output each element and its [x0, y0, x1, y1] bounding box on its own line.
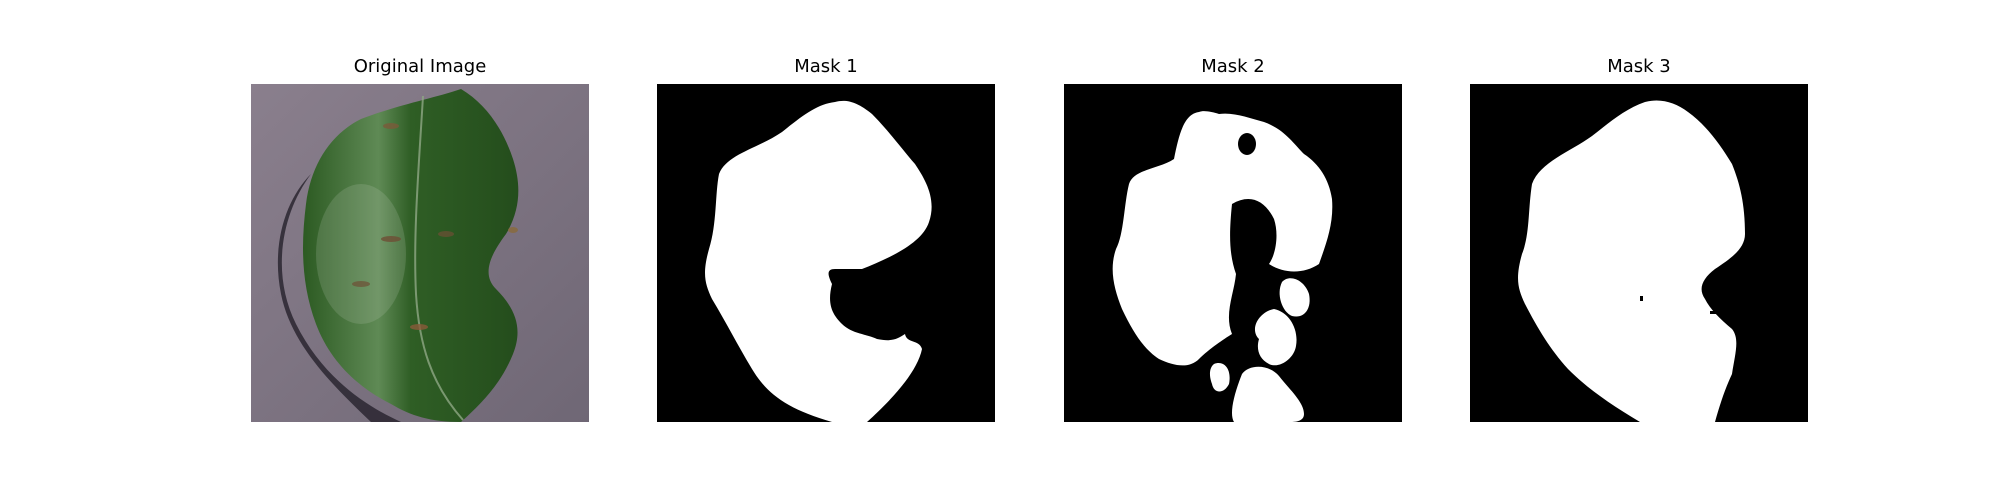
mask-3-image: [1470, 84, 1808, 422]
panel-title: Mask 3: [1607, 56, 1671, 77]
original-leaf-image: [251, 84, 589, 422]
mask-1-image: [657, 84, 995, 422]
panel-title: Original Image: [353, 56, 487, 77]
panel-title: Mask 2: [1201, 56, 1265, 77]
panel-title: Mask 1: [794, 56, 858, 77]
mask-2-image: [1064, 84, 1402, 422]
